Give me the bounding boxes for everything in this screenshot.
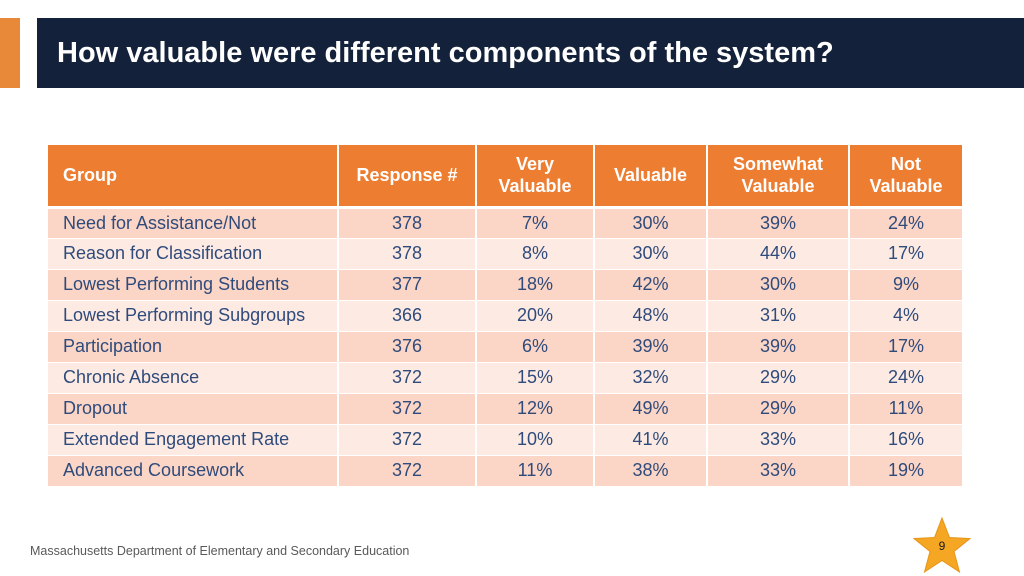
table-row: Participation 376 6% 39% 39% 17% <box>48 331 962 363</box>
header-group: Group <box>48 145 339 209</box>
cell-response-count: 372 <box>338 393 477 425</box>
page-number: 9 <box>938 539 946 553</box>
cell-not-valuable: 9% <box>849 269 962 301</box>
table-header-row: Group Response # Very Valuable Valuable … <box>48 145 962 209</box>
table-row: Extended Engagement Rate 372 10% 41% 33% 16% <box>48 424 962 456</box>
cell-very-valuable: 12% <box>476 393 595 425</box>
table-row: Dropout 372 12% 49% 29% 11% <box>48 393 962 425</box>
cell-response-count: 377 <box>338 269 477 301</box>
cell-valuable: 49% <box>594 393 708 425</box>
cell-group: Lowest Performing Subgroups <box>48 300 339 332</box>
cell-somewhat-valuable: 29% <box>707 362 850 394</box>
header-valuable: Valuable <box>594 145 708 209</box>
table-body: Need for Assistance/Not 378 7% 30% 39% 24% Rea… <box>48 207 962 487</box>
page-number-badge: 9 <box>912 517 972 575</box>
cell-somewhat-valuable: 30% <box>707 269 850 301</box>
header-not-valuable: Not Valuable <box>849 145 962 209</box>
cell-response-count: 378 <box>338 238 477 270</box>
cell-somewhat-valuable: 39% <box>707 207 850 239</box>
table-row: Lowest Performing Subgroups 366 20% 48% 31% 4… <box>48 300 962 332</box>
cell-not-valuable: 4% <box>849 300 962 332</box>
results-table: Group Response # Very Valuable Valuable … <box>48 145 962 487</box>
cell-response-count: 372 <box>338 455 477 487</box>
cell-group: Reason for Classification <box>48 238 339 270</box>
footer-organization: Massachusetts Department of Elementary a… <box>30 544 410 558</box>
cell-group: Participation <box>48 331 339 363</box>
header-somewhat-valuable: Somewhat Valuable <box>707 145 850 209</box>
table-row: Reason for Classification 378 8% 30% 44% 17% <box>48 238 962 270</box>
cell-response-count: 372 <box>338 424 477 456</box>
cell-not-valuable: 11% <box>849 393 962 425</box>
results-table-container: Group Response # Very Valuable Valuable … <box>48 145 962 487</box>
cell-somewhat-valuable: 44% <box>707 238 850 270</box>
cell-very-valuable: 11% <box>476 455 595 487</box>
cell-response-count: 366 <box>338 300 477 332</box>
cell-valuable: 30% <box>594 207 708 239</box>
cell-valuable: 48% <box>594 300 708 332</box>
cell-not-valuable: 16% <box>849 424 962 456</box>
cell-not-valuable: 17% <box>849 331 962 363</box>
cell-very-valuable: 20% <box>476 300 595 332</box>
cell-not-valuable: 24% <box>849 362 962 394</box>
cell-not-valuable: 17% <box>849 238 962 270</box>
title-banner: How valuable were different components o… <box>37 18 1024 88</box>
header-response-count: Response # <box>338 145 477 209</box>
cell-valuable: 38% <box>594 455 708 487</box>
table-row: Lowest Performing Students 377 18% 42% 30% 9% <box>48 269 962 301</box>
cell-valuable: 32% <box>594 362 708 394</box>
cell-somewhat-valuable: 29% <box>707 393 850 425</box>
cell-valuable: 39% <box>594 331 708 363</box>
cell-somewhat-valuable: 39% <box>707 331 850 363</box>
cell-group: Extended Engagement Rate <box>48 424 339 456</box>
cell-group: Dropout <box>48 393 339 425</box>
cell-response-count: 376 <box>338 331 477 363</box>
table-row: Need for Assistance/Not 378 7% 30% 39% 24% <box>48 207 962 239</box>
table-header: Group Response # Very Valuable Valuable … <box>48 145 962 209</box>
cell-valuable: 42% <box>594 269 708 301</box>
cell-valuable: 30% <box>594 238 708 270</box>
cell-very-valuable: 15% <box>476 362 595 394</box>
cell-response-count: 378 <box>338 207 477 239</box>
cell-somewhat-valuable: 33% <box>707 424 850 456</box>
cell-response-count: 372 <box>338 362 477 394</box>
cell-very-valuable: 18% <box>476 269 595 301</box>
cell-not-valuable: 19% <box>849 455 962 487</box>
cell-group: Advanced Coursework <box>48 455 339 487</box>
title-accent-bar <box>0 18 20 88</box>
table-row: Chronic Absence 372 15% 32% 29% 24% <box>48 362 962 394</box>
cell-group: Need for Assistance/Not <box>48 207 339 239</box>
cell-group: Chronic Absence <box>48 362 339 394</box>
cell-somewhat-valuable: 31% <box>707 300 850 332</box>
cell-group: Lowest Performing Students <box>48 269 339 301</box>
cell-very-valuable: 8% <box>476 238 595 270</box>
cell-valuable: 41% <box>594 424 708 456</box>
cell-very-valuable: 6% <box>476 331 595 363</box>
cell-very-valuable: 10% <box>476 424 595 456</box>
cell-not-valuable: 24% <box>849 207 962 239</box>
page-title: How valuable were different components o… <box>57 36 834 69</box>
cell-very-valuable: 7% <box>476 207 595 239</box>
header-very-valuable: Very Valuable <box>476 145 595 209</box>
cell-somewhat-valuable: 33% <box>707 455 850 487</box>
star-icon <box>912 517 972 574</box>
table-row: Advanced Coursework 372 11% 38% 33% 19% <box>48 455 962 487</box>
